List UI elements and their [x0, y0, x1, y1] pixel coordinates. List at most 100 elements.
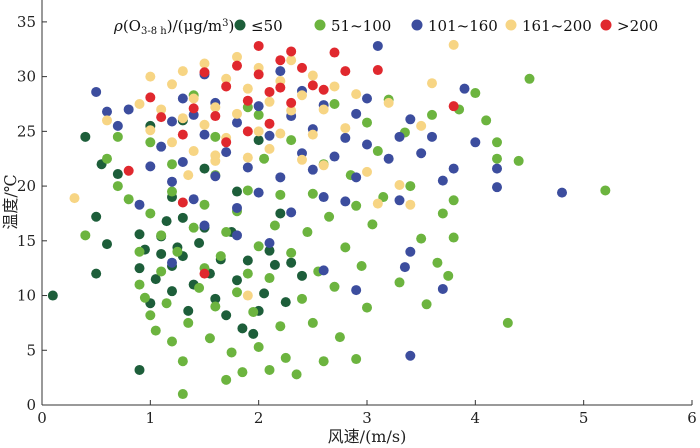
point-s2-30 [307, 164, 318, 175]
point-s4-12 [242, 95, 253, 106]
axis-ticks: 0 1 2 3 4 5 6 0 5 10 15 20 25 30 35 [17, 13, 697, 427]
point-s1-9 [145, 310, 156, 321]
point-s0-35 [275, 208, 286, 219]
point-s1-10 [150, 325, 161, 336]
point-s3-18 [232, 51, 242, 62]
point-s0-38 [297, 270, 307, 281]
point-s2-51 [437, 175, 448, 186]
point-s0-34 [269, 259, 280, 270]
point-s4-27 [372, 65, 383, 76]
point-s3-5 [156, 104, 167, 115]
point-s1-62 [372, 146, 383, 157]
point-s2-61 [264, 238, 275, 248]
point-s2-24 [275, 66, 286, 77]
point-s2-37 [351, 108, 362, 119]
point-s3-31 [297, 90, 307, 101]
data-points [47, 39, 611, 400]
point-s0-32 [259, 288, 270, 299]
point-s2-56 [492, 163, 502, 174]
point-s1-29 [221, 227, 232, 238]
point-s3-46 [416, 120, 427, 131]
point-s1-12 [156, 266, 167, 277]
x-tick-label-1: 1 [146, 409, 156, 427]
point-s0-45 [253, 135, 264, 146]
point-s0-30 [248, 328, 259, 339]
point-s4-18 [275, 55, 286, 66]
y-tick-label-3: 15 [17, 232, 36, 250]
legend-item-3: 161~200 [505, 17, 592, 35]
point-s0-14 [167, 286, 177, 297]
legend-item-4: >200 [600, 17, 658, 35]
point-s1-13 [161, 298, 172, 309]
point-s1-35 [242, 185, 253, 196]
point-s2-52 [448, 163, 459, 174]
point-s3-3 [145, 125, 156, 136]
x-tick-label-5: 5 [579, 409, 589, 427]
point-s1-38 [253, 241, 264, 252]
point-s1-77 [481, 115, 492, 126]
point-s3-32 [307, 70, 318, 81]
point-s4-23 [307, 80, 318, 91]
y-tick-label-5: 25 [17, 122, 36, 140]
legend-title: ρ(O3-8 h)/(μg/m3) [113, 17, 234, 37]
point-s3-2 [134, 98, 145, 109]
point-s1-48 [297, 293, 307, 304]
point-s3-30 [297, 154, 307, 165]
point-s1-39 [259, 153, 270, 164]
legend-marker-3 [505, 19, 517, 31]
point-s3-21 [242, 83, 253, 94]
point-s1-36 [248, 306, 259, 317]
x-axis-title: 风速/(m/s) [328, 427, 407, 446]
point-s4-3 [177, 129, 188, 140]
x-tick-label-3: 3 [362, 409, 372, 427]
point-s1-8 [145, 208, 156, 219]
x-tick-label-6: 6 [687, 409, 697, 427]
point-s1-79 [492, 153, 502, 164]
point-s3-24 [264, 96, 275, 107]
point-s2-57 [557, 187, 567, 198]
point-s1-84 [448, 195, 459, 206]
point-s2-22 [253, 187, 264, 198]
point-s3-40 [372, 198, 383, 209]
point-s0-4 [134, 364, 145, 375]
point-s3-49 [242, 290, 253, 301]
point-s3-16 [221, 73, 232, 84]
legend-marker-1 [314, 19, 326, 31]
point-s2-6 [156, 141, 167, 152]
point-s1-43 [275, 321, 286, 332]
point-s2-43 [394, 131, 405, 142]
point-s1-23 [199, 199, 210, 210]
point-s4-5 [188, 103, 199, 114]
legend-label-0: ≤50 [251, 17, 283, 35]
point-s1-65 [394, 277, 405, 288]
point-s1-96 [145, 137, 156, 148]
point-s1-68 [416, 233, 427, 244]
point-s2-3 [123, 104, 134, 115]
point-s2-48 [416, 148, 427, 159]
legend-label-3: 161~200 [522, 17, 592, 35]
point-s0-43 [199, 163, 210, 174]
point-s1-15 [167, 186, 177, 197]
point-s1-53 [324, 211, 335, 222]
point-s3-34 [318, 104, 329, 115]
point-s3-47 [210, 155, 221, 166]
point-s1-47 [291, 369, 302, 380]
point-s3-28 [286, 55, 297, 66]
point-s2-44 [394, 195, 405, 206]
point-s1-18 [177, 356, 188, 367]
point-s1-85 [307, 188, 318, 199]
point-s2-12 [188, 194, 199, 205]
point-s3-6 [167, 137, 177, 148]
point-s2-58 [351, 285, 362, 296]
point-s1-56 [340, 242, 351, 253]
point-s3-19 [232, 108, 242, 119]
point-s3-35 [318, 160, 329, 171]
point-s2-42 [383, 153, 394, 164]
point-s2-62 [199, 220, 210, 231]
point-s2-41 [372, 40, 383, 51]
legend-marker-2 [411, 19, 423, 31]
legend-marker-0 [234, 19, 246, 31]
point-s2-35 [340, 132, 351, 143]
legend-label-4: >200 [617, 17, 658, 35]
